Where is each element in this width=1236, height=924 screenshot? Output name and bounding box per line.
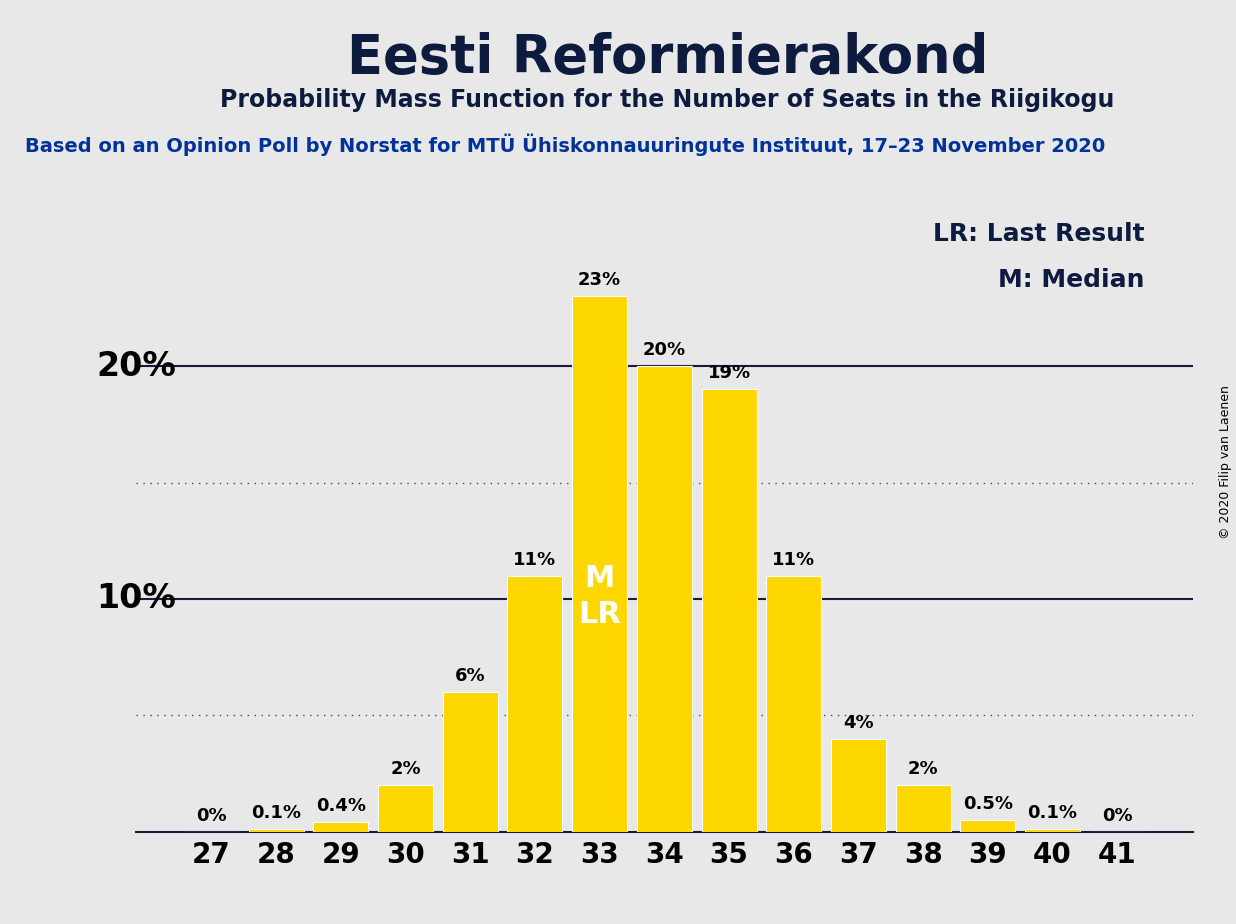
Text: Probability Mass Function for the Number of Seats in the Riigikogu: Probability Mass Function for the Number… [220,88,1115,112]
Bar [960,820,1015,832]
Text: 23%: 23% [578,272,622,289]
Text: 0%: 0% [1103,807,1132,824]
Text: M
LR: M LR [578,564,622,628]
Text: 10%: 10% [96,582,176,615]
Text: 0%: 0% [197,807,226,824]
Text: 19%: 19% [707,364,750,383]
Text: 20%: 20% [96,349,176,383]
Text: 2%: 2% [907,760,938,778]
Text: 0.1%: 0.1% [251,804,302,822]
Bar [1025,829,1080,832]
Bar [378,785,433,832]
Bar [702,389,756,832]
Text: 6%: 6% [455,667,486,685]
Text: © 2020 Filip van Laenen: © 2020 Filip van Laenen [1219,385,1232,539]
Text: Based on an Opinion Poll by Norstat for MTÜ Ühiskonnauuringute Instituut, 17–23 : Based on an Opinion Poll by Norstat for … [25,134,1105,156]
Text: 0.1%: 0.1% [1027,804,1078,822]
Bar [896,785,950,832]
Bar [248,829,304,832]
Text: 11%: 11% [513,551,556,568]
Text: 2%: 2% [391,760,421,778]
Text: 20%: 20% [643,341,686,359]
Bar [831,738,886,832]
Bar [314,822,368,832]
Bar [508,576,562,832]
Bar [637,366,692,832]
Text: 11%: 11% [772,551,816,568]
Bar [572,297,627,832]
Text: 4%: 4% [843,713,874,732]
Text: M: Median: M: Median [997,269,1145,292]
Text: LR: Last Result: LR: Last Result [933,222,1145,246]
Text: 0.5%: 0.5% [963,795,1012,813]
Bar [766,576,821,832]
Text: Eesti Reformierakond: Eesti Reformierakond [347,32,988,84]
Bar [442,692,498,832]
Text: 0.4%: 0.4% [316,797,366,815]
